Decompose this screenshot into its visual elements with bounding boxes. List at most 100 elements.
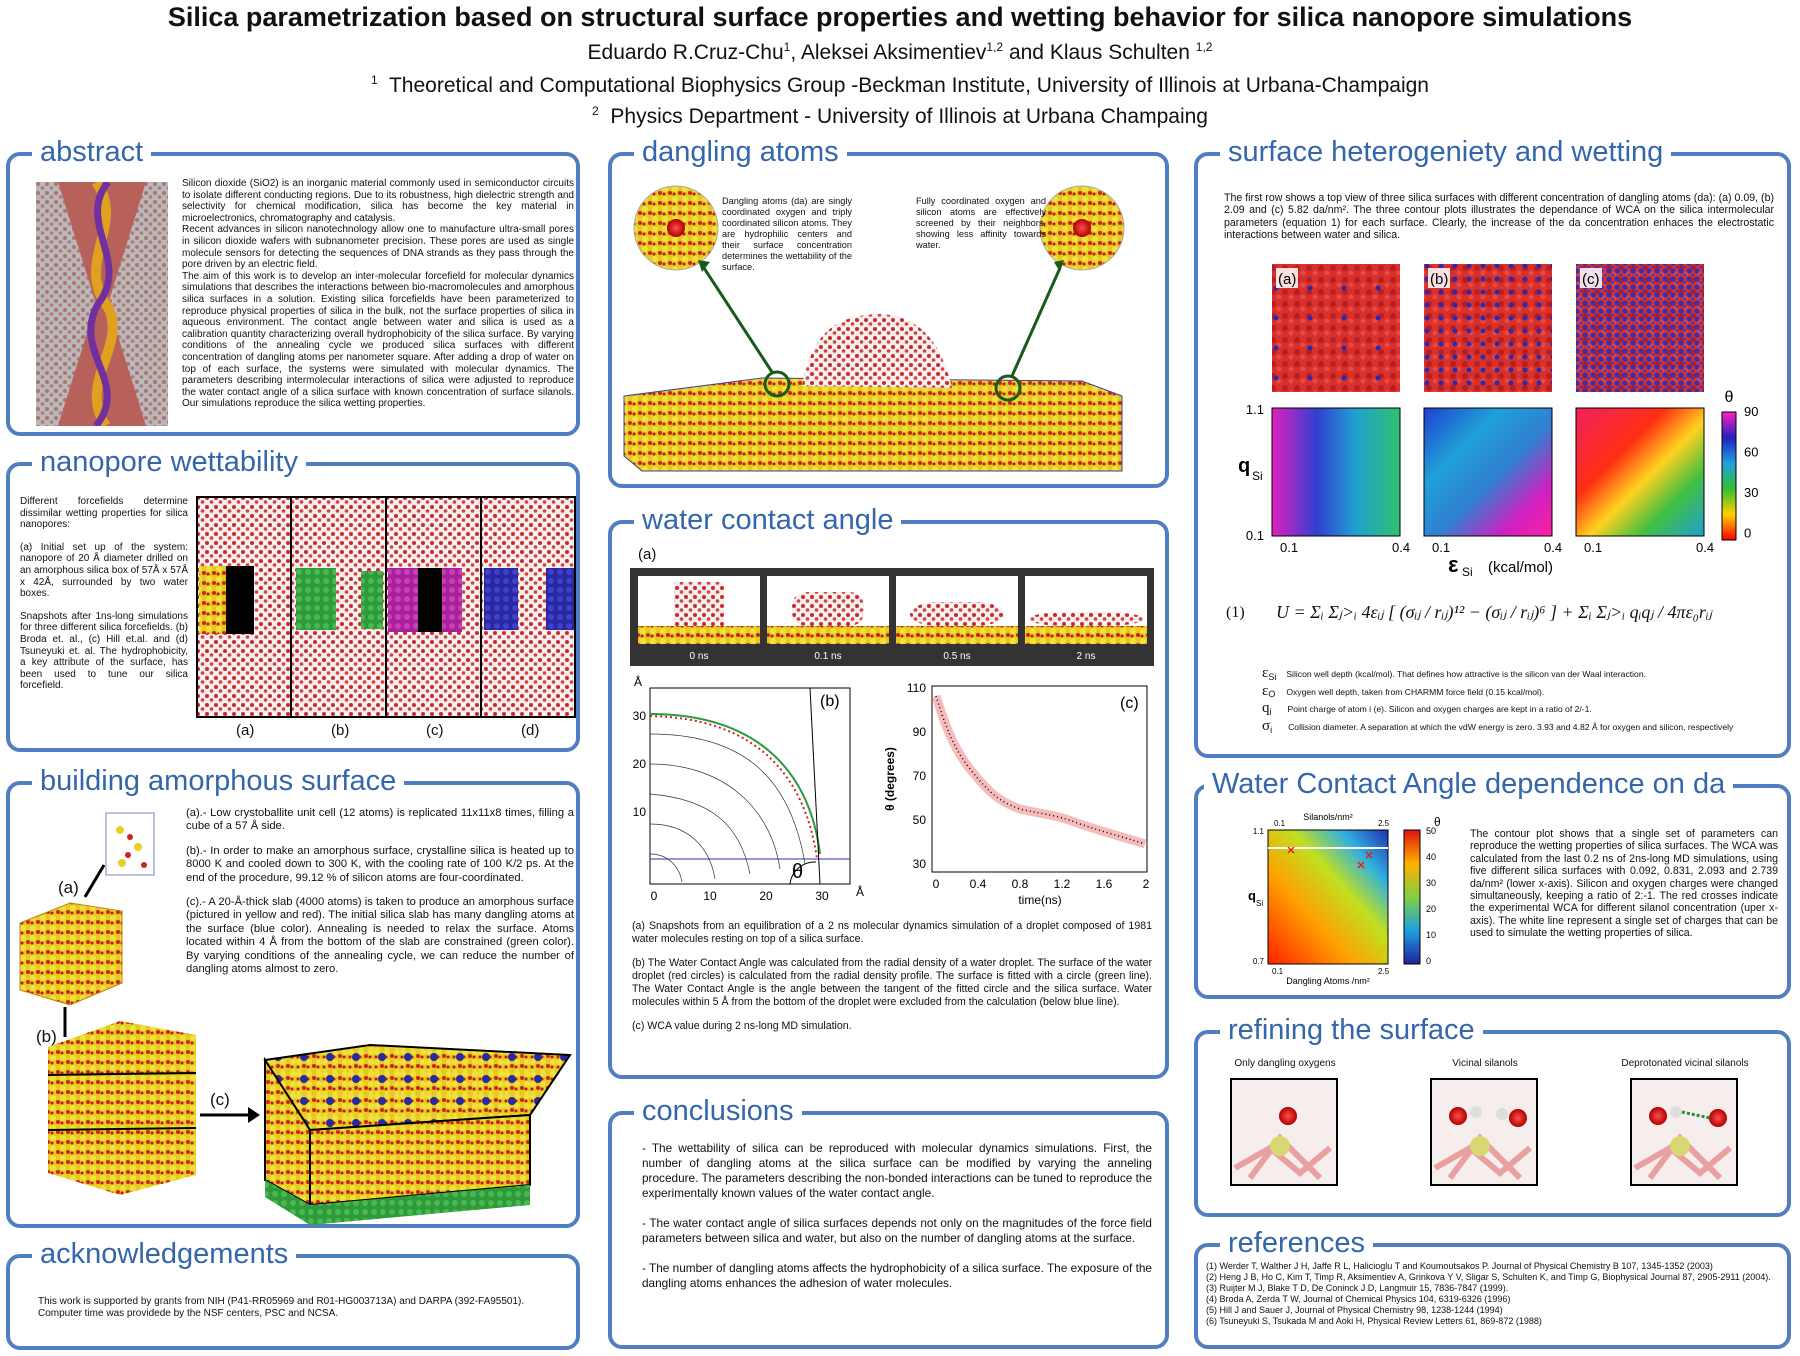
symbol-row: σi Collision diameter. A separation at wh… <box>1262 719 1782 737</box>
path <box>1287 846 1295 854</box>
y-tick-label: 20 <box>633 757 647 771</box>
g <box>702 267 1062 377</box>
oxygen <box>1649 1107 1667 1125</box>
panel-label: (b) <box>331 722 350 739</box>
affiliation: 2 Physics Department - University of Ill… <box>0 104 1800 129</box>
line <box>1010 267 1062 377</box>
symbol-legend: εSi Silicon well depth (kcal/mol). That d… <box>1262 666 1782 737</box>
x-tick-label: 30 <box>815 889 829 903</box>
paragraph: The aim of this work is to develop an in… <box>182 270 574 410</box>
point: - The number of dangling atoms affects t… <box>642 1261 1152 1290</box>
line <box>47 1127 197 1131</box>
y-tick-label: 50 <box>913 813 927 827</box>
polygon <box>48 1021 196 1195</box>
g <box>649 733 806 883</box>
y-tick-label: 30 <box>633 709 647 723</box>
author: Aleksei Aksimentiev <box>800 41 987 64</box>
figure-label: Deprotonated vicinal silanols <box>1621 1058 1749 1069</box>
symbol-subscript: Si <box>1268 671 1277 682</box>
rect <box>546 568 574 630</box>
colorbar-tick-label: 10 <box>1426 930 1436 940</box>
snapshot-slab <box>896 626 1018 644</box>
polygon <box>265 1180 530 1225</box>
building-figure <box>19 812 572 1225</box>
circle <box>125 852 131 858</box>
x-tick-label: 0.4 <box>1696 540 1714 555</box>
point: - The wettability of silica can be repro… <box>642 1141 1153 1200</box>
circle <box>667 219 685 237</box>
colorbar-tick-label: 40 <box>1426 852 1436 862</box>
oxygen <box>1709 1109 1727 1127</box>
rect <box>649 687 851 885</box>
figure-label: (b) <box>36 1027 57 1046</box>
x-tick-label: 2 <box>1143 877 1150 891</box>
x-axis-label: Dangling Atoms /nm² <box>1286 976 1370 986</box>
x-axis-label: ε <box>1448 552 1459 577</box>
colorbar-tick-label: 60 <box>1744 445 1758 460</box>
panel-label: (a) <box>638 546 657 563</box>
x-axis-label-sub: Si <box>1462 565 1473 579</box>
path <box>931 694 1147 849</box>
figure-frame <box>1230 1078 1338 1186</box>
symbol-subscript: i <box>1269 707 1272 718</box>
polygon <box>19 902 123 1006</box>
polygon <box>1054 260 1064 272</box>
step: (a).- Low crystoballite unit cell (12 at… <box>186 807 574 833</box>
g <box>1287 846 1373 869</box>
path <box>789 861 817 885</box>
angle-symbol: θ <box>792 861 803 883</box>
symbol-row: εSi Silicon well depth (kcal/mol). That d… <box>1262 666 1782 684</box>
snapshot-droplet <box>910 602 1004 626</box>
path <box>649 853 683 883</box>
refining-figure <box>1230 1078 1338 1186</box>
rect <box>105 812 155 876</box>
path <box>87 182 113 426</box>
author-affiliation: 1 <box>783 40 791 54</box>
colorbar-tick-label: 30 <box>1426 878 1436 888</box>
line <box>83 864 106 898</box>
building-text: (a).- Low crystoballite unit cell (12 at… <box>186 807 574 987</box>
axis-unit: Å <box>634 674 642 689</box>
wca-dependence-text: The contour plot shows that a single set… <box>1470 828 1778 940</box>
refining-figure <box>1630 1078 1738 1186</box>
symbol: q <box>1262 700 1270 717</box>
x-tick-label: 10 <box>703 889 717 903</box>
x-axis-label: time(ns) <box>1018 893 1061 907</box>
acknowledgements-text: This work is supported by grants from NI… <box>38 1296 525 1319</box>
reference: (6) Tsuneyuki S, Tsukada M and Aoki H, P… <box>1206 1316 1542 1326</box>
snapshot-strip: 0 ns 0.1 ns 0.5 ns 2 ns <box>630 568 1154 666</box>
snapshot-time: 0.5 ns <box>943 651 970 662</box>
symbol-subscript: i <box>1270 724 1273 735</box>
caption: (c) WCA value during 2 ns-long MD simula… <box>632 1020 852 1032</box>
refining-figures: Only dangling oxygens Vicinal silanols Dep… <box>1198 1034 1787 1213</box>
colorbar-tick-label: 0 <box>1426 956 1431 966</box>
step: (c).- A 20-Å-thick slab (4000 atoms) is … <box>186 896 574 976</box>
colorbar-tick-label: 0 <box>1744 526 1751 541</box>
nanopore-panel: nanopore wettability Different forcefiel… <box>6 444 580 752</box>
y-axis-label-sub: Si <box>1252 469 1263 483</box>
rect <box>931 685 1148 873</box>
x-tick-label: 1.2 <box>1054 877 1071 891</box>
reference: (4) Broda A, Zerda T W, Journal of Chemi… <box>1206 1294 1511 1304</box>
g <box>116 826 142 867</box>
panel-label: (c) <box>1120 695 1139 712</box>
affiliation: 1 Theoretical and Computational Biophysi… <box>0 73 1800 98</box>
top-tick-label: 2.5 <box>1378 819 1390 828</box>
circle <box>141 862 147 868</box>
heterogeneity-panel: surface heterogeniety and wetting The fi… <box>1194 134 1791 758</box>
top-tick-label: 0.1 <box>1274 819 1286 828</box>
x-tick-label: 0.4 <box>1544 540 1562 555</box>
panel-label: (b) <box>820 693 840 710</box>
g <box>125 834 147 868</box>
rect <box>296 568 336 630</box>
affiliation-text: Physics Department - University of Illin… <box>610 105 1208 128</box>
snapshot-droplet <box>674 582 724 626</box>
heterogeneity-intro: The first row shows a top view of three … <box>1224 192 1774 242</box>
x-tick-label: 0.1 <box>1432 540 1450 555</box>
symbol-description: Collision diameter. A separation at whic… <box>1288 722 1734 733</box>
rect <box>1267 829 1389 965</box>
bottom-tick-label: 0.1 <box>1272 967 1284 976</box>
abstract-panel: abstract Silicon dioxide (SiO2) is an in… <box>6 134 580 436</box>
g <box>196 496 576 718</box>
snapshot-slab <box>638 626 760 644</box>
